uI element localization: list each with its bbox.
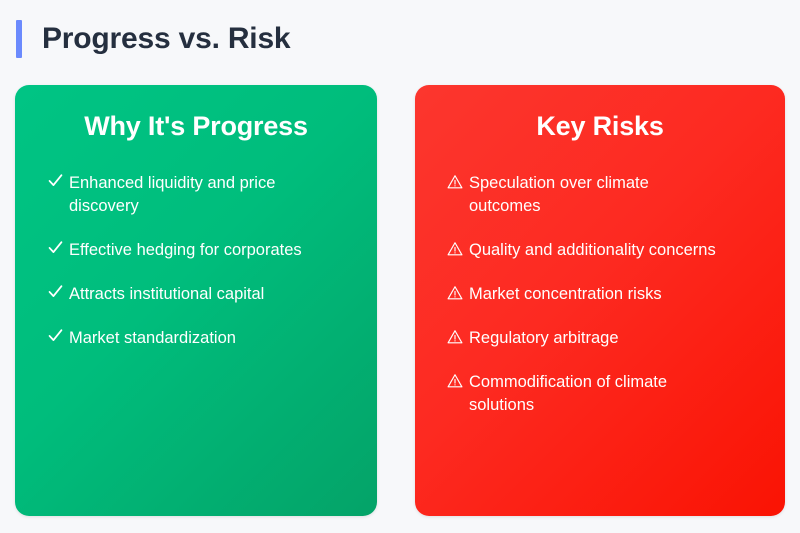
list-item: Enhanced liquidity and price discovery (47, 172, 355, 218)
list-item-label: Regulatory arbitrage (469, 329, 619, 348)
list-item: Attracts institutional capital (47, 283, 355, 306)
risk-card: Key Risks Speculation over climate outco… (415, 85, 785, 516)
warning-triangle-icon (447, 241, 469, 257)
page-title: Progress vs. Risk (42, 22, 291, 55)
title-accent-bar (16, 20, 22, 58)
list-item-label: Speculation over climate outcomes (469, 174, 649, 216)
list-item: Commodification of climate solutions (447, 371, 763, 417)
list-item: Market concentration risks (447, 283, 763, 306)
check-icon (47, 239, 69, 256)
list-item-label: Effective hedging for corporates (69, 241, 302, 260)
warning-triangle-icon (447, 174, 469, 190)
risk-card-heading: Key Risks (536, 111, 664, 141)
risk-list: Speculation over climate outcomes Qualit… (437, 172, 763, 417)
progress-card-heading: Why It's Progress (84, 111, 308, 141)
check-icon (47, 172, 69, 189)
list-item: Regulatory arbitrage (447, 327, 763, 350)
list-item-label: Attracts institutional capital (69, 285, 265, 304)
progress-list: Enhanced liquidity and price discovery E… (37, 172, 355, 350)
list-item: Effective hedging for corporates (47, 239, 355, 262)
warning-triangle-icon (447, 285, 469, 301)
list-item: Market standardization (47, 327, 355, 350)
warning-triangle-icon (447, 329, 469, 345)
list-item: Speculation over climate outcomes (447, 172, 763, 218)
page-header: Progress vs. Risk (16, 18, 291, 60)
list-item-label: Enhanced liquidity and price discovery (69, 174, 276, 216)
list-item-label: Market concentration risks (469, 285, 662, 304)
warning-triangle-icon (447, 373, 469, 389)
list-item: Quality and additionality concerns (447, 239, 763, 262)
check-icon (47, 327, 69, 344)
list-item-label: Commodification of climate solutions (469, 373, 668, 415)
check-icon (47, 283, 69, 300)
list-item-label: Market standardization (69, 329, 236, 348)
list-item-label: Quality and additionality concerns (469, 241, 716, 260)
progress-card: Why It's Progress Enhanced liquidity and… (15, 85, 377, 516)
comparison-cards-container: Why It's Progress Enhanced liquidity and… (15, 85, 785, 516)
